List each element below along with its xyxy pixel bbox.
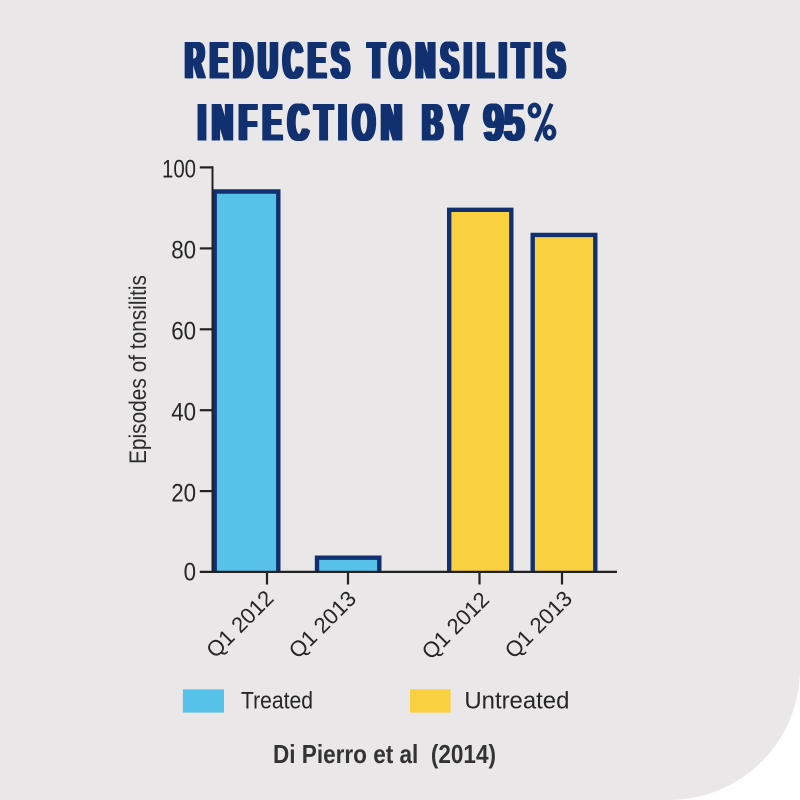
svg-text:Di Pierro et al (2014): Di Pierro et al (2014) [273, 739, 496, 769]
svg-text:40: 40 [171, 398, 196, 426]
svg-text:Episodes of tonsilitis: Episodes of tonsilitis [125, 275, 152, 464]
svg-text:100: 100 [162, 156, 196, 184]
svg-text:60: 60 [171, 318, 196, 346]
svg-text:80: 80 [171, 237, 196, 265]
svg-text:Untreated: Untreated [464, 688, 569, 715]
svg-text:Treated: Treated [241, 688, 313, 715]
svg-text:20: 20 [171, 479, 196, 507]
svg-text:0: 0 [184, 559, 196, 587]
